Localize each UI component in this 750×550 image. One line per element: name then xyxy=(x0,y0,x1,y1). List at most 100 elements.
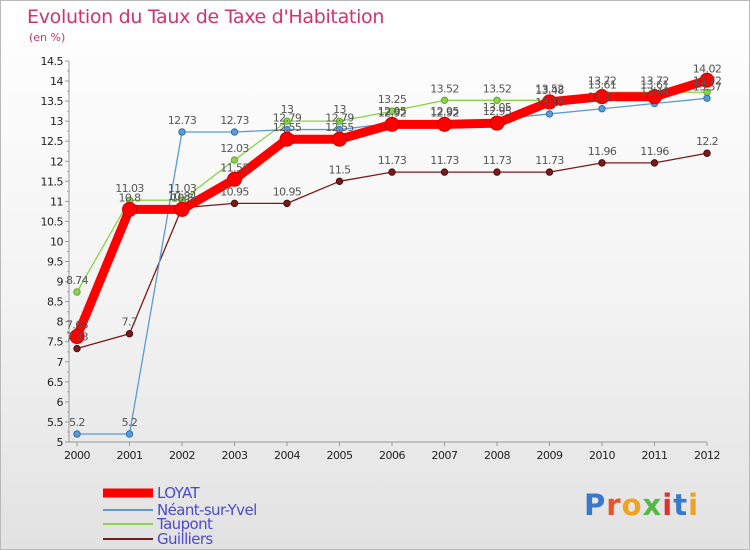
y-tick-label: 6 xyxy=(57,396,64,409)
data-point-guilliers xyxy=(440,168,449,176)
data-label-guilliers: 11.96 xyxy=(640,145,669,158)
data-point-guilliers xyxy=(703,149,711,157)
x-tick-label: 2009 xyxy=(537,449,563,462)
y-tick-label: 13 xyxy=(50,115,63,128)
data-point-loyat xyxy=(594,89,610,105)
data-label-guilliers: 7.7 xyxy=(122,316,138,329)
data-point-guilliers xyxy=(73,344,81,353)
y-unit-label: (en %) xyxy=(29,31,66,44)
data-point-neant-sur-yvel xyxy=(545,110,554,118)
data-point-guilliers xyxy=(230,199,239,208)
data-label-neant-sur-yvel: 5.2 xyxy=(122,416,138,429)
logo-letter: o xyxy=(621,488,643,522)
data-label-loyat: 13.48 xyxy=(535,84,564,97)
data-point-guilliers xyxy=(388,168,396,176)
data-label-loyat: 13.61 xyxy=(640,79,669,92)
data-point-loyat xyxy=(279,131,295,147)
data-label-loyat: 12.95 xyxy=(483,105,512,118)
data-point-loyat xyxy=(69,329,85,345)
data-label-taupont: 13.52 xyxy=(430,82,459,95)
data-label-taupont: 11.03 xyxy=(168,182,197,195)
legend-label-taupont: Taupont xyxy=(157,515,213,533)
data-label-taupont: 13 xyxy=(333,103,346,116)
y-tick-label: 14.5 xyxy=(41,55,64,68)
data-point-loyat xyxy=(542,94,557,110)
data-point-loyat xyxy=(437,116,452,132)
data-label-taupont: 13.25 xyxy=(378,93,407,106)
x-tick-label: 2007 xyxy=(432,449,458,462)
data-label-taupont: 11.03 xyxy=(115,182,144,195)
data-point-loyat xyxy=(332,131,347,147)
x-tick-label: 2008 xyxy=(484,449,510,462)
data-label-taupont: 13.72 xyxy=(588,74,617,87)
data-point-taupont xyxy=(493,96,501,105)
data-label-taupont: 13.72 xyxy=(693,74,722,87)
legend-label-loyat: LOYAT xyxy=(157,484,200,502)
legend-label-guilliers: Guilliers xyxy=(157,530,213,548)
y-tick-label: 14 xyxy=(50,75,63,88)
data-label-neant-sur-yvel: 12.79 xyxy=(273,112,302,125)
data-label-loyat: 14.02 xyxy=(693,62,722,75)
data-point-taupont xyxy=(335,117,344,125)
proxiti-logo: Proxiti xyxy=(584,488,699,522)
data-label-loyat: 12.55 xyxy=(273,121,302,134)
logo-letter: i xyxy=(662,488,674,522)
data-point-taupont xyxy=(283,117,291,125)
data-point-neant-sur-yvel xyxy=(178,128,186,136)
data-label-guilliers: 10.95 xyxy=(273,185,302,198)
legend-item-guilliers: Guilliers xyxy=(103,530,213,548)
logo-letter: i xyxy=(688,488,700,522)
y-tick-label: 5 xyxy=(57,436,64,449)
y-tick-label: 8 xyxy=(57,316,64,329)
data-label-neant-sur-yvel: 13.31 xyxy=(588,91,617,104)
data-label-neant-sur-yvel: 12.73 xyxy=(220,114,249,127)
x-tick-label: 2000 xyxy=(64,449,90,462)
y-tick-label: 9.5 xyxy=(47,256,63,269)
data-point-neant-sur-yvel xyxy=(230,128,239,136)
chart-title: Evolution du Taux de Taxe d'Habitation xyxy=(27,6,385,28)
data-label-loyat: 12.55 xyxy=(325,121,354,134)
data-label-loyat: 7.63 xyxy=(66,319,89,332)
y-tick-label: 6.5 xyxy=(47,376,63,389)
data-label-guilliers: 7.33 xyxy=(66,331,89,344)
legend-swatch-neant-sur-yvel xyxy=(103,509,153,511)
legend-swatch-loyat xyxy=(103,488,153,498)
data-label-neant-sur-yvel: 13.57 xyxy=(693,80,722,93)
logo-letter: t xyxy=(673,488,689,522)
data-label-taupont: 13.52 xyxy=(535,82,564,95)
logo-letter: x xyxy=(642,488,663,522)
data-label-neant-sur-yvel: 13.05 xyxy=(483,101,512,114)
x-tick-label: 2006 xyxy=(379,449,405,462)
data-point-guilliers xyxy=(545,168,554,176)
y-tick-label: 10 xyxy=(50,235,63,248)
data-label-guilliers: 11.96 xyxy=(588,145,617,158)
data-point-loyat xyxy=(122,201,137,217)
data-label-guilliers: 11.73 xyxy=(483,154,512,167)
data-point-guilliers xyxy=(125,330,134,338)
data-point-loyat xyxy=(699,72,715,88)
legend-item-taupont: Taupont xyxy=(103,515,213,533)
data-point-taupont xyxy=(230,156,239,164)
legend-label-neant-sur-yvel: Néant-sur-Yvel xyxy=(157,501,257,519)
y-tick-label: 11 xyxy=(50,195,63,208)
data-label-guilliers: 10.84 xyxy=(168,190,197,203)
data-label-neant-sur-yvel: 13.18 xyxy=(535,96,564,109)
x-tick-label: 2002 xyxy=(169,449,195,462)
data-point-neant-sur-yvel xyxy=(73,430,81,438)
data-point-loyat xyxy=(174,201,190,217)
legend-item-loyat: LOYAT xyxy=(103,484,200,502)
data-point-loyat xyxy=(489,115,505,131)
data-label-loyat: 12.92 xyxy=(430,106,459,119)
data-point-neant-sur-yvel xyxy=(703,94,711,102)
data-label-loyat: 10.8 xyxy=(171,191,194,204)
x-tick-label: 2001 xyxy=(117,449,143,462)
y-tick-label: 7 xyxy=(57,356,64,369)
x-tick-label: 2010 xyxy=(589,449,615,462)
data-label-guilliers: 10.95 xyxy=(220,185,249,198)
data-label-taupont: 8.74 xyxy=(66,274,89,287)
legend-item-neant-sur-yvel: Néant-sur-Yvel xyxy=(103,501,257,519)
data-label-loyat: 12.92 xyxy=(378,106,407,119)
data-point-guilliers xyxy=(650,159,659,167)
